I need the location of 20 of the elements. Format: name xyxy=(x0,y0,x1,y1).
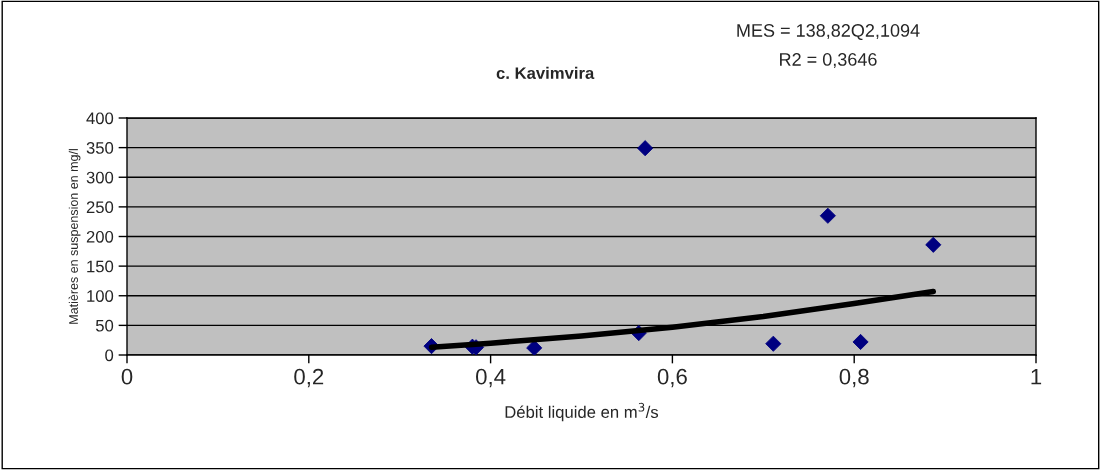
x-tick-label: 0,2 xyxy=(294,368,324,388)
text: MES = 138,82Q2,1094 xyxy=(737,24,920,41)
chart-title: c. Kavimvira xyxy=(496,66,595,80)
x-axis-title: Débit liquide en m$^{3}$/s xyxy=(505,402,659,422)
y-tick-label: 200 xyxy=(86,230,114,243)
y-tick-label: 150 xyxy=(87,260,114,273)
x-tick-label: 1 xyxy=(1031,369,1042,385)
x-tick-label: 0,4 xyxy=(476,368,506,388)
y-tick-label: 350 xyxy=(86,142,114,154)
y-tick-label: 0 xyxy=(105,349,114,362)
y-tick-label: 400 xyxy=(86,112,114,125)
y-tick-label: 50 xyxy=(95,319,114,332)
y-axis-title: Matières en suspension en mg/l xyxy=(68,149,81,324)
x-tick-label: 0,8 xyxy=(839,368,869,388)
text: R2 = 0,3646 xyxy=(780,53,877,68)
y-tick-label: 100 xyxy=(87,290,114,302)
y-tick-label: 250 xyxy=(86,201,114,214)
x-tick-label: 0 xyxy=(121,368,133,385)
x-tick-label: 0,6 xyxy=(657,368,687,388)
y-tick-label: 300 xyxy=(86,171,114,184)
